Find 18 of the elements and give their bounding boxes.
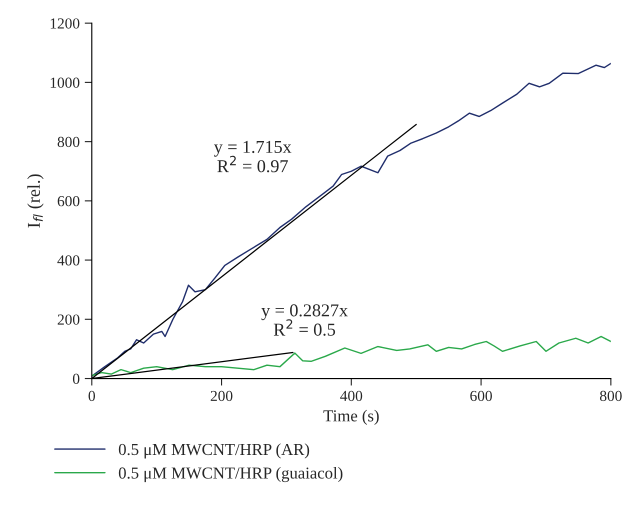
x-tick-label: 200 — [210, 390, 232, 402]
x-tick-label: 600 — [470, 390, 492, 402]
y-axis-title: I$_{fl}$ (rel.) — [27, 174, 44, 228]
x-tick-label: 400 — [340, 390, 362, 402]
x-tick-label: 0 — [88, 390, 96, 402]
y-tick-label: 1000 — [50, 78, 80, 88]
annotation: y = 1.715x R$^{2}$ = 0.97 — [214, 140, 292, 172]
annotation: y = 0.2827x R$^{2}$ = 0.5 — [261, 304, 348, 336]
y-tick-label: 400 — [57, 255, 80, 266]
y-tick-label: 1200 — [50, 18, 80, 29]
y-tick-label: 0 — [72, 374, 80, 384]
y-tick-label: 800 — [58, 136, 80, 148]
y-tick-label: 600 — [58, 196, 80, 206]
x-axis-title: Time (s) — [323, 410, 379, 425]
legend-label: 0.5 μM MWCNT/HRP (guaiacol) — [118, 466, 342, 482]
legend-label: 0.5 μM MWCNT/HRP (AR) — [118, 443, 310, 459]
x-tick-label: 800 — [600, 390, 622, 402]
y-tick-label: 200 — [58, 314, 80, 325]
